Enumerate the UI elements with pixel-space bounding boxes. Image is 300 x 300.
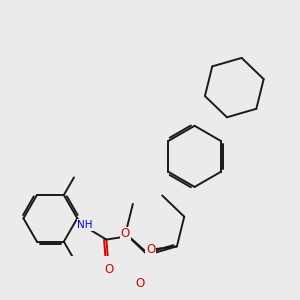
Text: NH: NH — [77, 220, 93, 230]
Text: O: O — [104, 263, 113, 276]
Text: O: O — [146, 243, 155, 256]
Text: O: O — [121, 227, 130, 240]
Text: O: O — [136, 277, 145, 290]
